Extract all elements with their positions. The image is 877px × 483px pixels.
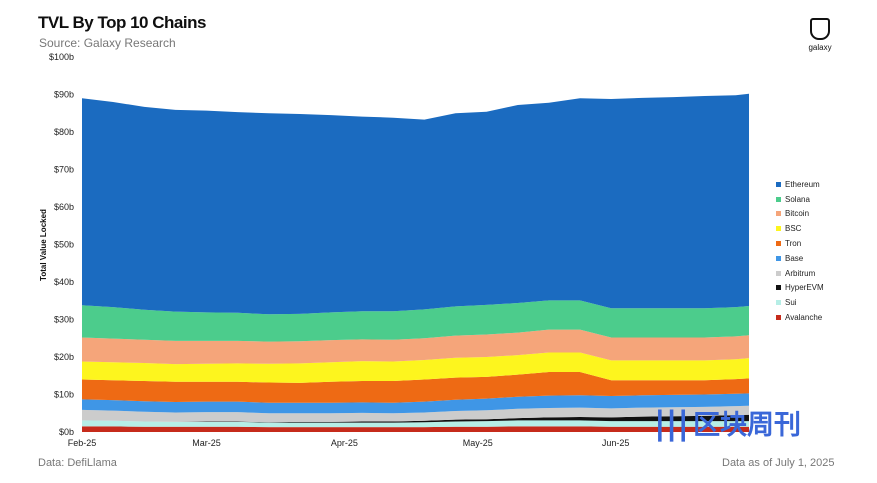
legend-item-bitcoin: Bitcoin <box>776 207 824 222</box>
legend-label: Solana <box>785 194 810 204</box>
y-tick-label: $20b <box>54 352 74 362</box>
legend-swatch <box>776 181 781 187</box>
legend-swatch <box>776 300 781 306</box>
y-tick-label: $30b <box>54 315 74 325</box>
area-bitcoin <box>82 329 749 365</box>
legend-label: Arbitrum <box>785 268 816 278</box>
galaxy-logo-icon <box>810 18 830 40</box>
legend-item-solana: Solana <box>776 192 824 207</box>
legend-label: Base <box>785 253 804 263</box>
galaxy-logo: galaxy <box>802 18 838 52</box>
area-hyperevm <box>82 414 749 423</box>
y-tick-label: $90b <box>54 90 74 100</box>
stacked-areas <box>82 93 749 432</box>
y-tick-label: $70b <box>54 165 74 175</box>
legend-item-bsc: BSC <box>776 221 824 236</box>
area-arbitrum <box>82 405 749 423</box>
watermark: ||| 区块周刊 <box>654 403 801 442</box>
y-tick-label: $40b <box>54 277 74 287</box>
legend-label: Tron <box>785 239 802 249</box>
legend-swatch <box>776 255 781 261</box>
x-tick-label: May-25 <box>463 438 493 448</box>
y-tick-label: $10b <box>54 390 74 400</box>
legend-label: HyperEVM <box>785 283 824 293</box>
x-tick-label: Mar-25 <box>192 438 221 448</box>
legend-swatch <box>776 315 781 321</box>
y-tick-label: $100b <box>49 52 74 62</box>
legend-item-tron: Tron <box>776 236 824 251</box>
area-sui <box>82 420 749 428</box>
logo-text: galaxy <box>808 43 832 52</box>
legend-item-arbitrum: Arbitrum <box>776 266 824 281</box>
watermark-text: 区块周刊 <box>693 410 802 441</box>
legend-swatch <box>776 241 781 247</box>
legend-item-sui: Sui <box>776 295 824 310</box>
legend-item-avalanche: Avalanche <box>776 310 824 325</box>
legend-label: Ethereum <box>785 179 820 189</box>
chart-subtitle: Source: Galaxy Research <box>39 36 176 50</box>
x-axis-ticks: Feb-25 Mar-25 Apr-25 May-25 Jun-25 <box>68 438 630 448</box>
area-bsc <box>82 352 749 383</box>
legend-swatch <box>776 285 781 291</box>
legend-item-ethereum: Ethereum <box>776 177 824 192</box>
legend-label: Sui <box>785 298 797 308</box>
legend-swatch <box>776 211 781 217</box>
y-axis-label: Total Value Locked <box>39 209 48 281</box>
y-axis-ticks: $0b $10b $20b $30b $40b $50b $60b $70b $80b $90b $… <box>49 52 74 437</box>
y-tick-label: $0b <box>59 427 74 437</box>
area-base <box>82 393 749 414</box>
y-tick-label: $50b <box>54 240 74 250</box>
y-tick-label: $60b <box>54 202 74 212</box>
area-tron <box>82 372 749 403</box>
area-ethereum <box>82 93 749 315</box>
x-tick-label: Jun-25 <box>602 438 630 448</box>
y-tick-label: $80b <box>54 127 74 137</box>
legend-item-hyperevm: HyperEVM <box>776 281 824 296</box>
legend-item-base: Base <box>776 251 824 266</box>
legend-swatch <box>776 196 781 202</box>
x-tick-label: Feb-25 <box>68 438 97 448</box>
x-tick-label: Apr-25 <box>331 438 358 448</box>
chart-legend: Ethereum Solana Bitcoin BSC Tron Base Arbitrum… <box>776 177 824 325</box>
legend-label: BSC <box>785 224 802 234</box>
area-avalanche <box>82 426 749 432</box>
legend-label: Bitcoin <box>785 209 810 219</box>
footer-source: Data: DefiLlama <box>38 457 117 469</box>
legend-label: Avalanche <box>785 313 823 323</box>
chart-title: TVL By Top 10 Chains <box>38 13 206 32</box>
watermark-logo-icon: ||| <box>654 403 690 442</box>
legend-swatch <box>776 270 781 276</box>
legend-swatch <box>776 226 781 232</box>
footer-date: Data as of July 1, 2025 <box>722 457 835 469</box>
area-solana <box>82 300 749 342</box>
